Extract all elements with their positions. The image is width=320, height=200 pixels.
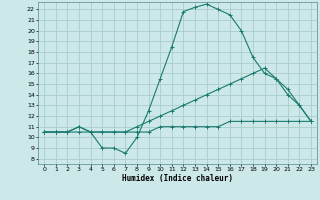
X-axis label: Humidex (Indice chaleur): Humidex (Indice chaleur) [122, 174, 233, 183]
